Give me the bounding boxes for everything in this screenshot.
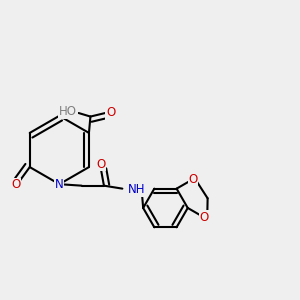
- Text: O: O: [200, 211, 209, 224]
- Text: O: O: [188, 173, 198, 186]
- Text: NH: NH: [128, 183, 145, 196]
- Text: HO: HO: [59, 105, 77, 118]
- Text: O: O: [96, 158, 106, 171]
- Text: N: N: [55, 178, 64, 191]
- Text: O: O: [106, 106, 115, 119]
- Text: O: O: [11, 178, 20, 191]
